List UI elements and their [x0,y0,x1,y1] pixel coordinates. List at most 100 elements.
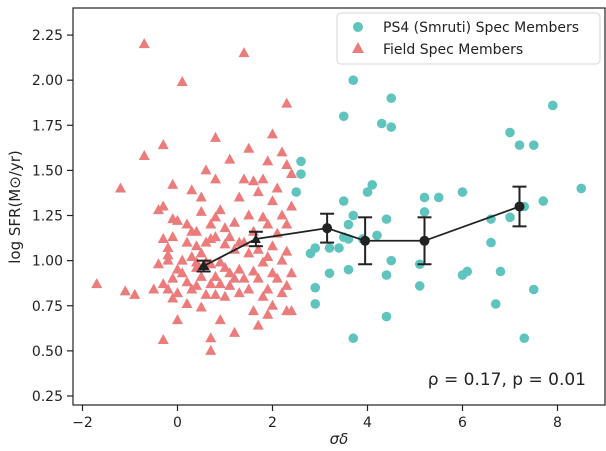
ps4-point [486,237,496,248]
y-tick-label: 1.50 [32,163,63,179]
trend-point [514,201,525,212]
field-point [210,288,221,299]
y-tick-label: 2.00 [32,73,63,89]
field-point [157,200,169,211]
field-point [195,247,207,258]
field-point [219,261,231,272]
field-point [138,38,150,49]
ps4-point [310,282,321,293]
field-point [276,287,288,298]
ps4-point [362,187,373,197]
field-point [238,47,250,58]
field-point [262,155,274,166]
field-point [153,204,164,215]
ps4-point [495,266,506,277]
field-point [286,200,297,211]
ps4-point [291,187,302,197]
x-tick-label: 0 [173,415,182,431]
correlation-annotation: ρ = 0.17, p = 0.01 [428,370,586,390]
ps4-point [386,255,397,266]
field-point [267,195,278,206]
field-point [138,149,150,160]
field-point [243,283,255,294]
field-point [252,319,264,330]
field-point [148,283,160,294]
ps4-point [519,333,530,344]
legend: PS4 (Smruti) Spec Members Field Spec Mem… [336,12,601,65]
legend-ps4-marker [353,22,363,32]
y-tick-label: 0.50 [32,344,63,360]
ps4-point [576,183,587,194]
field-point [257,173,269,184]
field-point [243,247,255,258]
field-point [210,211,221,222]
field-point [252,186,264,197]
trend-point [322,223,333,234]
field-point [276,209,288,220]
field-point [181,276,193,287]
field-point [195,270,207,281]
ps4-point [367,180,378,190]
x-tick-label: 2 [268,415,277,431]
x-tick-label: 6 [458,415,467,431]
y-axis-label: log SFR(M⊙/yr) [6,150,24,264]
field-point [195,191,207,202]
field-point [252,243,264,254]
field-point [181,236,193,247]
field-point [243,142,255,153]
legend-field-marker [352,42,364,53]
field-point [205,344,217,355]
trend-point [419,235,430,246]
field-point [181,218,193,229]
field-point [286,267,297,278]
field-point [91,278,103,289]
trend-line [203,205,520,267]
field-point [224,267,236,278]
ps4-point [419,192,430,203]
field-point [186,184,198,195]
field-point [129,288,141,299]
ps4-point [490,299,501,309]
field-point [233,191,245,202]
field-point [243,209,255,220]
field-point [115,182,126,193]
y-tick-label: 1.25 [32,209,63,225]
trend-point [197,260,210,271]
field-point [176,75,188,86]
field-point [191,256,202,267]
ps4-point [348,333,359,344]
ps4-point [324,268,335,279]
ps4-point [386,93,397,104]
x-axis-ticks: −2 0 2 4 6 8 [72,405,562,431]
field-point [191,240,202,251]
field-point [248,305,259,316]
ps4-point [414,281,425,291]
field-point [281,279,293,290]
field-point [233,287,245,298]
field-point [271,182,283,193]
ps4-point [372,230,382,241]
ps4-point [528,140,539,150]
field-point [210,173,221,184]
ps4-point [324,243,335,253]
ps4-point [348,210,359,221]
field-point [205,218,217,229]
field-point [214,204,226,215]
field-point [214,256,226,267]
ps4-point [310,243,321,253]
field-point [238,173,250,184]
field-point [281,158,293,169]
field-point [210,131,221,142]
field-point [167,292,179,303]
field-point [229,216,240,227]
field-point [262,308,274,319]
trend-point [250,233,261,243]
field-point [200,288,212,299]
field-point [238,272,250,283]
field-point [172,214,183,225]
field-point [157,278,169,289]
ps4-point [386,122,397,132]
field-point [271,272,283,283]
field-point [200,164,212,175]
